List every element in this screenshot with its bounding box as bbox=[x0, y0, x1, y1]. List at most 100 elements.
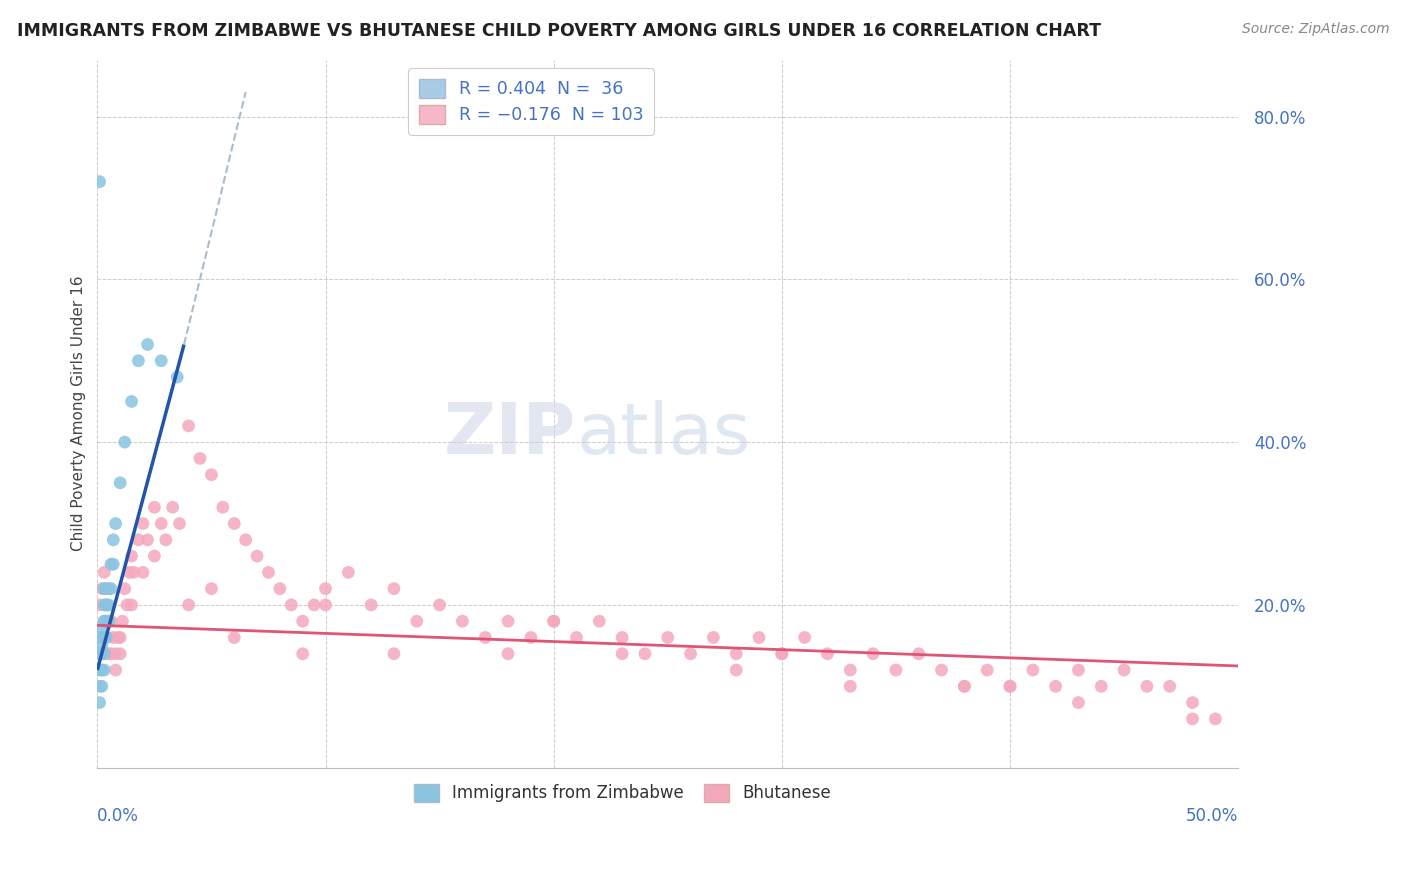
Point bbox=[127, 533, 149, 547]
Text: atlas: atlas bbox=[576, 401, 751, 469]
Point bbox=[100, 614, 122, 628]
Point bbox=[451, 614, 474, 628]
Point bbox=[115, 598, 138, 612]
Point bbox=[121, 394, 143, 409]
Point bbox=[634, 647, 657, 661]
Point bbox=[90, 663, 112, 677]
Point bbox=[291, 614, 314, 628]
Point bbox=[224, 516, 246, 531]
Point bbox=[269, 582, 291, 596]
Point bbox=[103, 631, 125, 645]
Point bbox=[89, 647, 111, 661]
Point bbox=[382, 647, 405, 661]
Point bbox=[96, 631, 118, 645]
Point bbox=[93, 566, 115, 580]
Point bbox=[280, 598, 302, 612]
Point bbox=[118, 566, 141, 580]
Point bbox=[405, 614, 427, 628]
Point bbox=[93, 631, 115, 645]
Point bbox=[200, 467, 222, 482]
Point bbox=[132, 516, 155, 531]
Point bbox=[150, 353, 173, 368]
Point bbox=[89, 175, 111, 189]
Point bbox=[150, 516, 173, 531]
Y-axis label: Child Poverty Among Girls Under 16: Child Poverty Among Girls Under 16 bbox=[72, 276, 86, 551]
Point bbox=[610, 647, 633, 661]
Point bbox=[1022, 663, 1045, 677]
Point bbox=[520, 631, 543, 645]
Point bbox=[103, 558, 125, 572]
Point bbox=[315, 598, 337, 612]
Point bbox=[496, 647, 519, 661]
Point bbox=[108, 647, 131, 661]
Point bbox=[96, 598, 118, 612]
Text: Source: ZipAtlas.com: Source: ZipAtlas.com bbox=[1241, 22, 1389, 37]
Point bbox=[96, 582, 118, 596]
Point bbox=[224, 631, 246, 645]
Point bbox=[862, 647, 884, 661]
Point bbox=[89, 663, 111, 677]
Legend: Immigrants from Zimbabwe, Bhutanese: Immigrants from Zimbabwe, Bhutanese bbox=[406, 777, 838, 809]
Point bbox=[143, 500, 166, 515]
Point bbox=[136, 337, 159, 351]
Point bbox=[136, 533, 159, 547]
Point bbox=[89, 631, 111, 645]
Point bbox=[793, 631, 815, 645]
Point bbox=[1067, 696, 1090, 710]
Point bbox=[725, 647, 748, 661]
Point bbox=[93, 647, 115, 661]
Point bbox=[97, 614, 120, 628]
Point bbox=[1181, 712, 1204, 726]
Point bbox=[725, 663, 748, 677]
Point bbox=[90, 623, 112, 637]
Point bbox=[543, 614, 565, 628]
Point bbox=[108, 475, 131, 490]
Text: 0.0%: 0.0% bbox=[97, 806, 139, 824]
Point bbox=[953, 679, 976, 693]
Point bbox=[907, 647, 929, 661]
Point bbox=[104, 516, 127, 531]
Point bbox=[108, 631, 131, 645]
Point bbox=[127, 353, 149, 368]
Point bbox=[474, 631, 496, 645]
Text: IMMIGRANTS FROM ZIMBABWE VS BHUTANESE CHILD POVERTY AMONG GIRLS UNDER 16 CORRELA: IMMIGRANTS FROM ZIMBABWE VS BHUTANESE CH… bbox=[17, 22, 1101, 40]
Point bbox=[998, 679, 1021, 693]
Point bbox=[177, 598, 200, 612]
Point bbox=[90, 582, 112, 596]
Point bbox=[104, 647, 127, 661]
Text: 50.0%: 50.0% bbox=[1185, 806, 1239, 824]
Point bbox=[97, 598, 120, 612]
Point bbox=[100, 647, 122, 661]
Point bbox=[188, 451, 211, 466]
Point bbox=[132, 566, 155, 580]
Point bbox=[1136, 679, 1159, 693]
Point bbox=[155, 533, 177, 547]
Point bbox=[90, 647, 112, 661]
Point bbox=[96, 631, 118, 645]
Point bbox=[839, 663, 862, 677]
Point bbox=[496, 614, 519, 628]
Point bbox=[931, 663, 953, 677]
Point bbox=[97, 647, 120, 661]
Point bbox=[93, 598, 115, 612]
Point bbox=[257, 566, 280, 580]
Point bbox=[1181, 696, 1204, 710]
Point bbox=[177, 418, 200, 433]
Point bbox=[97, 614, 120, 628]
Point bbox=[1090, 679, 1112, 693]
Point bbox=[100, 558, 122, 572]
Point bbox=[121, 598, 143, 612]
Point bbox=[114, 582, 136, 596]
Point bbox=[89, 598, 111, 612]
Text: ZIP: ZIP bbox=[444, 401, 576, 469]
Point bbox=[235, 533, 257, 547]
Point bbox=[200, 582, 222, 596]
Point bbox=[770, 647, 793, 661]
Point bbox=[610, 631, 633, 645]
Point bbox=[998, 679, 1021, 693]
Point bbox=[337, 566, 360, 580]
Point bbox=[315, 582, 337, 596]
Point bbox=[93, 663, 115, 677]
Point bbox=[97, 582, 120, 596]
Point bbox=[96, 598, 118, 612]
